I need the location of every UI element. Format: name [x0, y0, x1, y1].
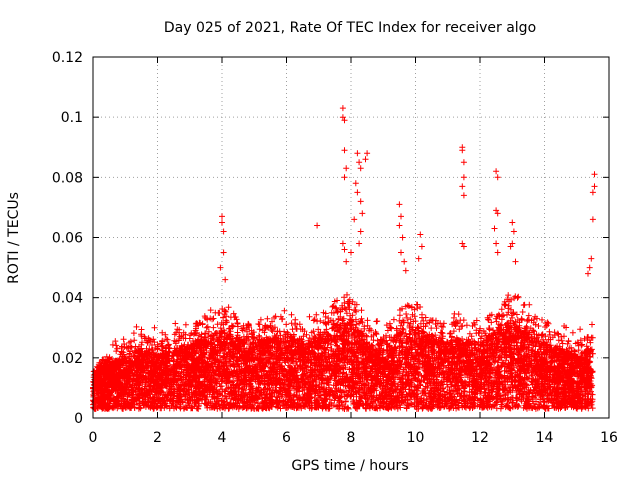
- x-tick-label: 14: [536, 430, 554, 446]
- y-tick-label: 0: [74, 411, 83, 427]
- y-tick-label: 0.12: [52, 50, 83, 66]
- y-axis-label: ROTI / TECUs: [6, 192, 22, 284]
- data-points: [90, 105, 598, 412]
- y-tick-labels: 0 0.02 0.04 0.06 0.08 0.1 0.12: [52, 50, 83, 427]
- x-tick-label: 8: [347, 430, 356, 446]
- x-tick-label: 4: [218, 430, 227, 446]
- y-tick-label: 0.08: [52, 170, 83, 186]
- x-axis-label: GPS time / hours: [291, 458, 408, 474]
- x-tick-label: 10: [407, 430, 425, 446]
- x-tick-label: 6: [282, 430, 291, 446]
- x-tick-labels: 0 2 4 6 8 10 12 14 16: [89, 430, 618, 446]
- y-tick-label: 0.02: [52, 351, 83, 367]
- y-tick-label: 0.1: [61, 110, 83, 126]
- grid-lines: [93, 57, 609, 418]
- x-tick-label: 16: [600, 430, 618, 446]
- x-tick-label: 2: [153, 430, 162, 446]
- x-tick-label: 0: [89, 430, 98, 446]
- chart-title: Day 025 of 2021, Rate Of TEC Index for r…: [164, 20, 536, 36]
- x-tick-label: 12: [471, 430, 489, 446]
- axis-ticks: [92, 56, 610, 419]
- y-tick-label: 0.06: [52, 231, 83, 247]
- scatter-markers: [90, 105, 598, 412]
- y-tick-label: 0.04: [52, 291, 83, 307]
